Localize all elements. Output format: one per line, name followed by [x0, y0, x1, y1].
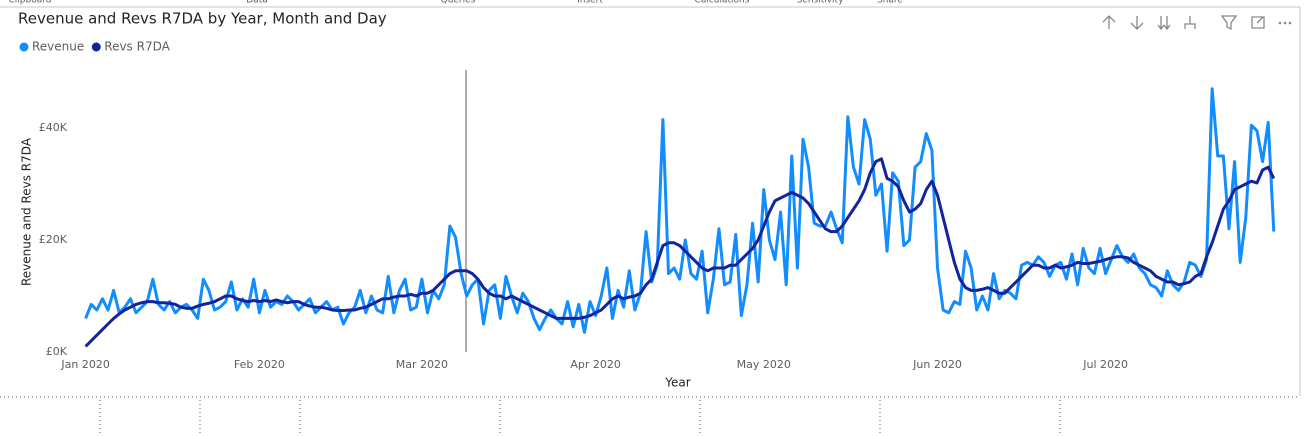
y-axis-title: Revenue and Revs R7DA	[20, 137, 34, 286]
x-tick-label: Mar 2020	[396, 358, 448, 371]
ribbon-strip: Clipboard Data Queries Insert Calculations Se…	[9, 0, 904, 6]
expand-all-icon[interactable]	[1157, 16, 1171, 31]
dot	[1283, 21, 1287, 25]
y-tick-label: £0K	[46, 345, 68, 358]
dot	[1278, 21, 1282, 25]
visual-header-icons	[1102, 15, 1292, 31]
more-options-icon[interactable]	[1278, 21, 1292, 25]
ribbon-group-label: Clipboard	[9, 0, 52, 6]
x-tick-label: May 2020	[737, 358, 791, 371]
x-tick-label: Apr 2020	[570, 358, 621, 371]
ribbon-group-label: Insert	[577, 0, 603, 6]
legend-marker	[19, 42, 29, 52]
series-line	[84, 157, 1276, 348]
axes: £0K £20K £40K Jan 2020 Feb 2020 Mar 2020 Apr 2…	[39, 121, 1128, 371]
drill-down-icon[interactable]	[1130, 16, 1144, 30]
x-tick-label: Jul 2020	[1082, 358, 1128, 371]
drill-up-icon[interactable]	[1102, 15, 1116, 29]
y-tick-label: £20K	[39, 233, 68, 246]
plot-area	[84, 87, 1276, 348]
ribbon-group-label: Sensitivity	[797, 0, 845, 6]
legend-label: Revs R7DA	[104, 40, 170, 54]
legend-marker	[91, 42, 101, 52]
x-tick-label: Jan 2020	[60, 358, 109, 371]
ribbon-group-label: Calculations	[695, 0, 750, 6]
x-tick-label: Jun 2020	[912, 358, 962, 371]
filter-icon[interactable]	[1220, 15, 1238, 31]
ribbon-group-label: Share	[877, 0, 903, 6]
ribbon-group-label: Queries	[441, 0, 476, 6]
y-tick-label: £40K	[39, 121, 68, 134]
chart-title: Revenue and Revs R7DA by Year, Month and…	[18, 10, 387, 28]
x-axis-title: Year	[664, 376, 690, 390]
x-tick-label: Feb 2020	[234, 358, 285, 371]
legend-label: Revenue	[32, 40, 84, 54]
expand-next-icon[interactable]	[1184, 16, 1196, 29]
ribbon-group-label: Data	[246, 0, 268, 6]
dot	[1288, 21, 1292, 25]
focus-mode-icon[interactable]	[1251, 16, 1265, 29]
legend: Revenue Revs R7DA	[19, 40, 171, 54]
